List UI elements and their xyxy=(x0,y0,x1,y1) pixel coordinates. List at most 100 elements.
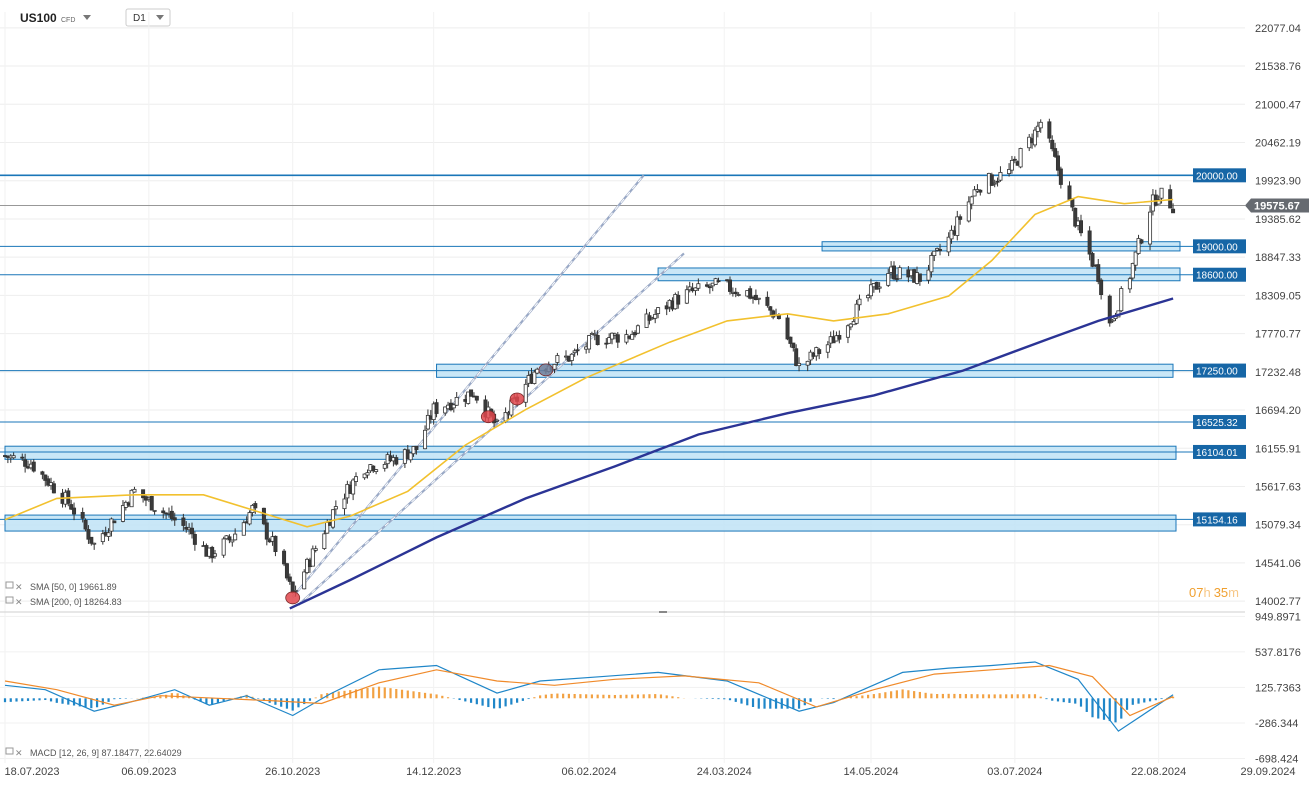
symbol-label[interactable]: US100 xyxy=(20,11,57,25)
macd-histogram-bar xyxy=(924,692,927,699)
sma50-legend: ✕ SMA [50, 0] 19661.89 xyxy=(5,581,117,592)
macd-histogram-bar xyxy=(510,698,513,705)
level-tag-19000.00 xyxy=(1193,239,1246,254)
timeframe-select[interactable] xyxy=(125,8,171,27)
macd-histogram-bar xyxy=(3,698,7,703)
price-axis: 22077.04 21538.76 21000.47 20462.19 19923.90… xyxy=(1255,23,1301,608)
macd-histogram-bar xyxy=(406,690,409,699)
macd-histogram-bar xyxy=(504,698,507,707)
macd-histogram-bar xyxy=(797,698,801,709)
macd-histogram-bar xyxy=(1010,694,1014,699)
support-resistance-zones xyxy=(4,241,1181,532)
zone-16104.01 xyxy=(4,445,1177,460)
macd-histogram-bar xyxy=(855,696,858,699)
candle xyxy=(333,506,338,510)
price-tick-label: 17232.48 xyxy=(1255,367,1301,379)
macd-settings-icon[interactable] xyxy=(5,747,14,755)
candle xyxy=(1050,139,1055,150)
candle xyxy=(1110,319,1115,322)
candle xyxy=(765,296,770,306)
candle xyxy=(532,371,537,384)
macd-line xyxy=(4,661,1174,732)
candle xyxy=(454,397,459,406)
candle xyxy=(615,334,620,343)
candle xyxy=(469,389,474,397)
level-tag-15154.16 xyxy=(1193,512,1246,527)
candle xyxy=(112,520,117,524)
candle xyxy=(342,498,347,510)
macd-histogram-bar xyxy=(44,698,47,701)
sma50-settings-icon[interactable] xyxy=(5,581,14,589)
candle xyxy=(310,548,315,567)
sma200-settings-icon[interactable] xyxy=(5,596,14,604)
candle xyxy=(897,267,902,280)
macd-histogram-bar xyxy=(728,698,732,701)
sma50-close-icon[interactable]: ✕ xyxy=(15,582,23,592)
macd-histogram-bar xyxy=(665,695,668,699)
candle xyxy=(169,510,174,519)
candle xyxy=(1047,121,1052,139)
macd-histogram-bar xyxy=(67,698,70,705)
macd-close-icon[interactable]: ✕ xyxy=(15,748,23,758)
macd-histogram-bar xyxy=(441,695,444,699)
macd-histogram-bar xyxy=(354,689,358,699)
macd-histogram-bar xyxy=(1154,698,1157,701)
sma200-close-icon[interactable]: ✕ xyxy=(15,597,23,607)
candle xyxy=(227,536,232,541)
macd-histogram-bar xyxy=(343,690,346,699)
date-tick-label: 29.09.2024 xyxy=(1240,766,1295,778)
candle xyxy=(132,488,137,493)
macd-panel xyxy=(3,661,1175,732)
symbol-dropdown-chevron-icon[interactable] xyxy=(83,15,91,20)
sma200-legend: ✕ SMA [200, 0] 18264.83 xyxy=(5,596,122,607)
trend-channel xyxy=(291,174,685,606)
macd-histogram-bar xyxy=(590,694,594,699)
candle xyxy=(771,310,776,318)
macd-histogram-bar xyxy=(446,697,450,699)
candle xyxy=(555,355,560,363)
macd-histogram-bar xyxy=(90,698,93,709)
svg-text:MACD [12, 26, 9] 87.18477, 22: MACD [12, 26, 9] 87.18477, 22.64029 xyxy=(30,748,182,758)
candle xyxy=(1035,125,1040,132)
candle xyxy=(69,504,74,510)
candle-countdown: 07h 35m xyxy=(1189,585,1239,600)
candle xyxy=(443,406,448,414)
candle xyxy=(253,503,258,509)
macd-histogram-bar xyxy=(579,694,582,699)
candle xyxy=(92,542,97,545)
candle xyxy=(854,303,859,324)
candle xyxy=(149,496,154,511)
macd-histogram-bar xyxy=(970,694,973,699)
level-tag-20000.00 xyxy=(1193,168,1246,183)
candle xyxy=(523,383,528,403)
macd-histogram-bar xyxy=(809,698,812,702)
macd-histogram-bar xyxy=(211,698,214,705)
svg-text:SMA [50, 0] 19661.89: SMA [50, 0] 19661.89 xyxy=(30,582,117,592)
touch-markers xyxy=(285,363,554,605)
macd-histogram-bar xyxy=(1068,698,1071,703)
candle xyxy=(958,216,963,220)
macd-histogram-bar xyxy=(1085,698,1088,712)
candle xyxy=(1009,160,1014,171)
sma200-line xyxy=(289,297,1174,610)
macd-histogram-bar xyxy=(153,696,156,699)
candle xyxy=(287,576,292,582)
candle xyxy=(1018,148,1023,168)
macd-histogram-bar xyxy=(717,698,720,700)
date-tick-label: 14.05.2024 xyxy=(843,766,898,778)
candle xyxy=(644,313,649,328)
macd-histogram-bar xyxy=(389,688,392,699)
toolbar: US100 CFD D1 xyxy=(20,8,171,27)
macd-histogram-bar xyxy=(9,698,12,702)
candle xyxy=(926,269,931,281)
current-price-label: 19575.67 xyxy=(1254,200,1300,212)
macd-histogram-bar xyxy=(257,698,260,699)
candle xyxy=(604,342,609,345)
macd-histogram-bar xyxy=(159,696,162,699)
candle xyxy=(607,337,612,344)
macd-histogram-bar xyxy=(976,694,979,699)
sma200-label: SMA [200, 0] xyxy=(30,597,82,607)
macd-label: MACD [12, 26, 9] xyxy=(30,748,99,758)
candle xyxy=(282,550,287,565)
